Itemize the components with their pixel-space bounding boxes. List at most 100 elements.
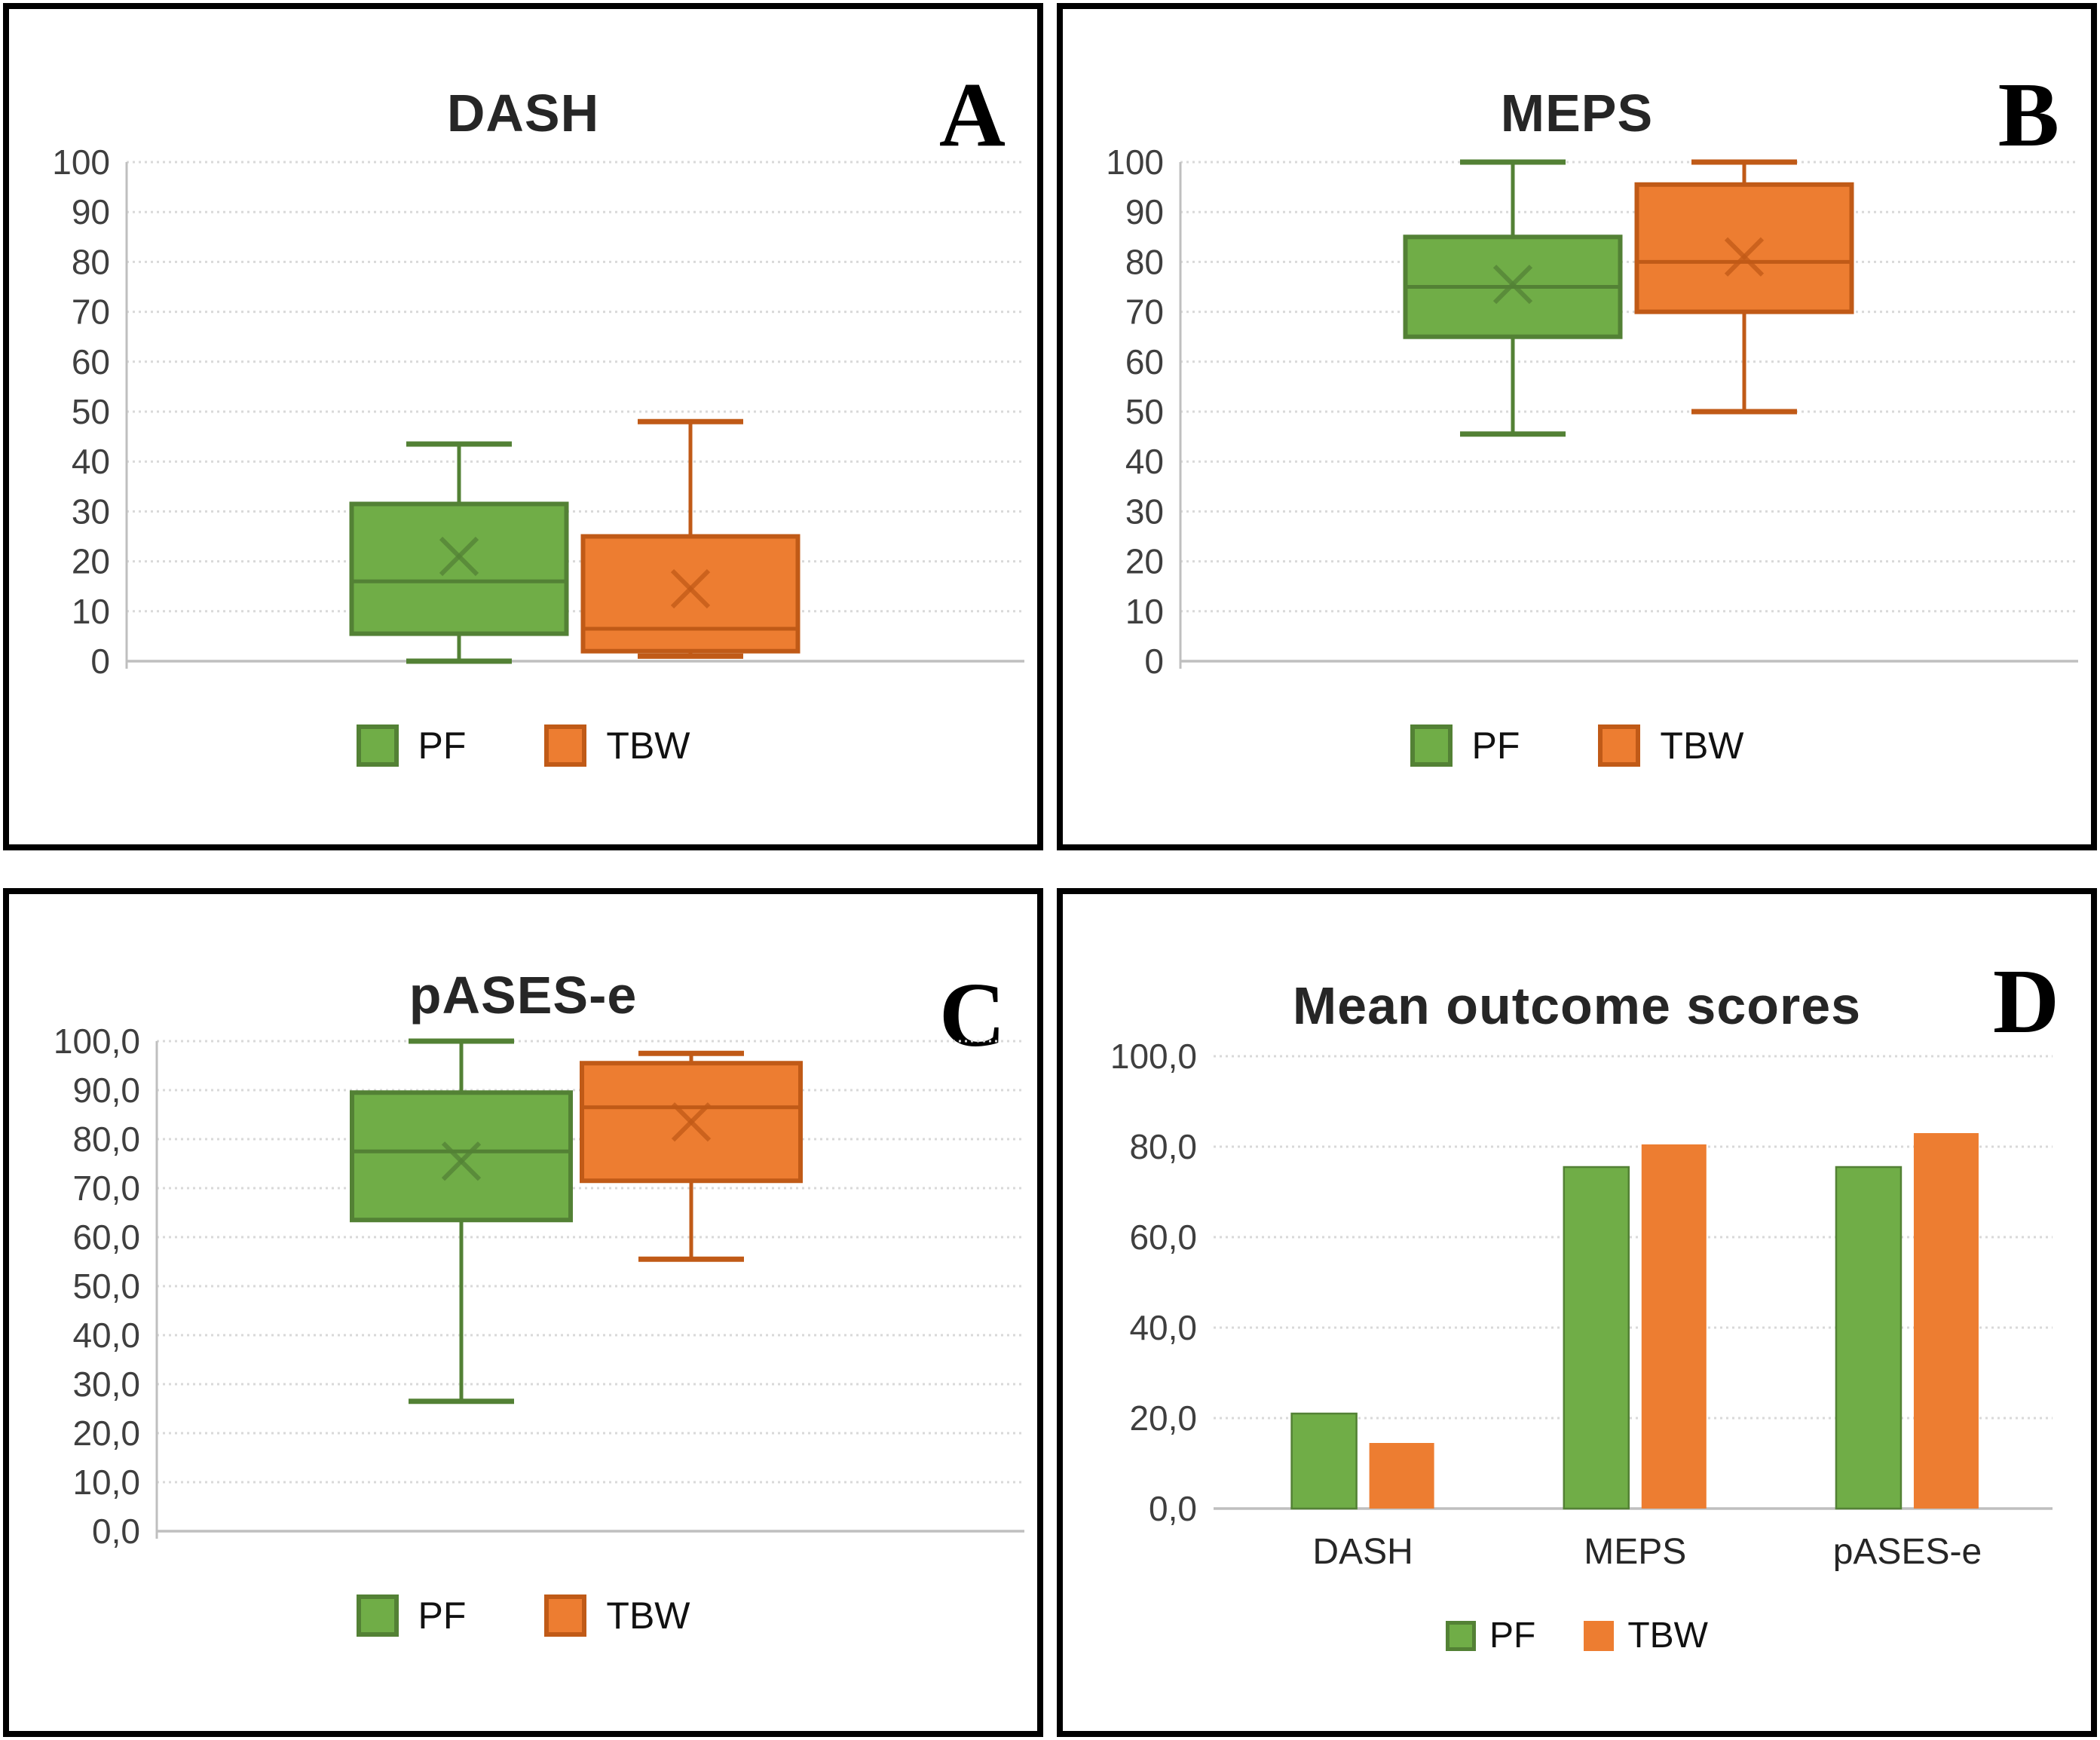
tbw-swatch-icon bbox=[1598, 724, 1641, 767]
box-pf bbox=[349, 501, 569, 636]
y-tick-label: 70,0 bbox=[72, 1169, 140, 1208]
y-tick-label: 80,0 bbox=[72, 1120, 140, 1159]
y-tick-label: 0 bbox=[90, 642, 110, 681]
legend-item-tbw: TBW bbox=[544, 724, 690, 767]
y-tick-label: 70 bbox=[1125, 293, 1164, 332]
panel-letter-d: D bbox=[1992, 951, 2059, 1052]
y-tick-label: 90 bbox=[72, 192, 110, 231]
boxplot-pases: 0,0 10,0 20,0 30,0 40,0 50,0 60,0 70,0 80,0 90,0 1… bbox=[54, 1022, 1024, 1551]
bar-pf-meps bbox=[1563, 1166, 1630, 1510]
legend-meps: PF TBW bbox=[1063, 724, 2091, 767]
y-tick-label: 40 bbox=[72, 442, 110, 481]
mean-x-marker-pf bbox=[1492, 265, 1533, 305]
chart-title-mean-scores: Mean outcome scores bbox=[1292, 976, 1862, 1036]
panel-letter-b: B bbox=[1997, 64, 2059, 166]
legend-item-tbw: TBW bbox=[1584, 1615, 1708, 1656]
mean-x-marker-pf bbox=[441, 1141, 482, 1181]
x-category-label: pASES-e bbox=[1833, 1532, 1982, 1572]
panel-mean-scores: Mean outcome scores D 0,0 20,0 40,0 60,0 80,… bbox=[1057, 888, 2097, 1737]
boxplot-dash: 0 10 20 30 40 50 60 70 80 90 100 bbox=[52, 142, 1024, 681]
tbw-swatch-icon bbox=[1584, 1620, 1615, 1651]
legend-label-pf: PF bbox=[1471, 724, 1520, 767]
y-tick-label: 40,0 bbox=[72, 1316, 140, 1355]
y-tick-label: 70 bbox=[72, 293, 110, 332]
boxplot-meps: 0 10 20 30 40 50 60 70 80 90 100 bbox=[1106, 142, 2078, 681]
panel-meps: MEPS B 0 10 20 30 40 50 60 70 80 90 100 PF TBW bbox=[1057, 3, 2097, 850]
pf-swatch-icon bbox=[356, 724, 399, 767]
legend-label-tbw: TBW bbox=[1627, 1616, 1708, 1656]
y-tick-label: 80,0 bbox=[1129, 1127, 1197, 1166]
panel-pases: pASES-e C 0,0 10,0 20,0 30,0 40,0 50,0 60,0 70,… bbox=[3, 888, 1043, 1737]
tbw-swatch-icon bbox=[544, 1594, 587, 1637]
mean-x-marker-tbw bbox=[671, 1102, 712, 1142]
y-tick-label: 20 bbox=[1125, 542, 1164, 581]
barchart-mean-scores: 0,0 20,0 40,0 60,0 80,0 100,0 DASH MEPS pASES-e bbox=[1110, 1037, 2053, 1572]
y-tick-label: 30,0 bbox=[72, 1365, 140, 1404]
y-tick-label: 60 bbox=[72, 342, 110, 381]
y-tick-label: 10,0 bbox=[72, 1463, 140, 1502]
mean-x-marker-tbw bbox=[670, 568, 711, 609]
y-tick-label: 10 bbox=[1125, 592, 1164, 631]
legend-dash: PF TBW bbox=[9, 724, 1037, 767]
y-tick-label: 60,0 bbox=[72, 1218, 140, 1257]
legend-item-tbw: TBW bbox=[1598, 724, 1744, 767]
bar-tbw-pases-e bbox=[1913, 1133, 1979, 1509]
y-tick-label: 80 bbox=[72, 242, 110, 281]
legend-item-pf: PF bbox=[1446, 1615, 1535, 1656]
y-tick-label: 0,0 bbox=[1149, 1489, 1197, 1528]
legend-mean-scores: PF TBW bbox=[1063, 1615, 2091, 1656]
y-tick-label: 50 bbox=[1125, 392, 1164, 431]
y-tick-label: 90 bbox=[1125, 192, 1164, 231]
y-tick-label: 80 bbox=[1125, 242, 1164, 281]
chart-title-dash: DASH bbox=[446, 84, 600, 143]
legend-label-pf: PF bbox=[418, 724, 467, 767]
box-pf bbox=[350, 1090, 573, 1223]
chart-title-meps: MEPS bbox=[1500, 84, 1654, 143]
y-tick-label: 100,0 bbox=[1110, 1037, 1197, 1076]
pf-swatch-icon bbox=[1410, 724, 1453, 767]
bar-tbw-dash bbox=[1369, 1443, 1434, 1509]
y-tick-label: 100,0 bbox=[54, 1022, 140, 1061]
y-tick-label: 90,0 bbox=[72, 1071, 140, 1110]
bar-pf-pases-e bbox=[1835, 1166, 1903, 1510]
x-category-label: MEPS bbox=[1584, 1532, 1686, 1572]
y-tick-label: 20,0 bbox=[1129, 1398, 1197, 1438]
y-tick-label: 100 bbox=[52, 142, 110, 182]
chart-title-pases: pASES-e bbox=[409, 966, 638, 1025]
pf-swatch-icon bbox=[356, 1594, 399, 1637]
panel-dash: DASH A 0 10 20 30 40 50 60 70 80 90 100 PF TBW bbox=[3, 3, 1043, 850]
legend-item-tbw: TBW bbox=[544, 1594, 690, 1637]
y-tick-label: 50,0 bbox=[72, 1267, 140, 1306]
y-tick-label: 40,0 bbox=[1129, 1308, 1197, 1347]
legend-pases: PF TBW bbox=[9, 1594, 1037, 1637]
legend-item-pf: PF bbox=[1410, 724, 1520, 767]
y-tick-label: 0 bbox=[1144, 642, 1164, 681]
x-category-label: DASH bbox=[1312, 1532, 1413, 1572]
panel-letter-c: C bbox=[938, 964, 1006, 1066]
y-tick-label: 20,0 bbox=[72, 1414, 140, 1453]
mean-x-marker-pf bbox=[439, 536, 479, 577]
pf-swatch-icon bbox=[1446, 1620, 1476, 1651]
legend-label-tbw: TBW bbox=[606, 724, 690, 767]
legend-item-pf: PF bbox=[356, 1594, 467, 1637]
y-tick-label: 20 bbox=[72, 542, 110, 581]
y-tick-label: 0,0 bbox=[92, 1512, 140, 1551]
y-tick-label: 30 bbox=[1125, 492, 1164, 531]
legend-label-tbw: TBW bbox=[1660, 724, 1744, 767]
legend-label-pf: PF bbox=[1489, 1616, 1536, 1656]
bar-tbw-meps bbox=[1641, 1144, 1707, 1509]
y-tick-label: 100 bbox=[1106, 142, 1164, 182]
y-tick-label: 60,0 bbox=[1129, 1218, 1197, 1257]
y-tick-label: 40 bbox=[1125, 442, 1164, 481]
bar-pf-dash bbox=[1290, 1412, 1358, 1510]
y-tick-label: 30 bbox=[72, 492, 110, 531]
box-tbw bbox=[1634, 182, 1854, 314]
legend-label-tbw: TBW bbox=[606, 1594, 690, 1637]
legend-item-pf: PF bbox=[356, 724, 467, 767]
y-tick-label: 60 bbox=[1125, 342, 1164, 381]
mean-x-marker-tbw bbox=[1724, 237, 1765, 277]
y-tick-label: 10 bbox=[72, 592, 110, 631]
legend-label-pf: PF bbox=[418, 1594, 467, 1637]
box-tbw bbox=[580, 534, 801, 654]
